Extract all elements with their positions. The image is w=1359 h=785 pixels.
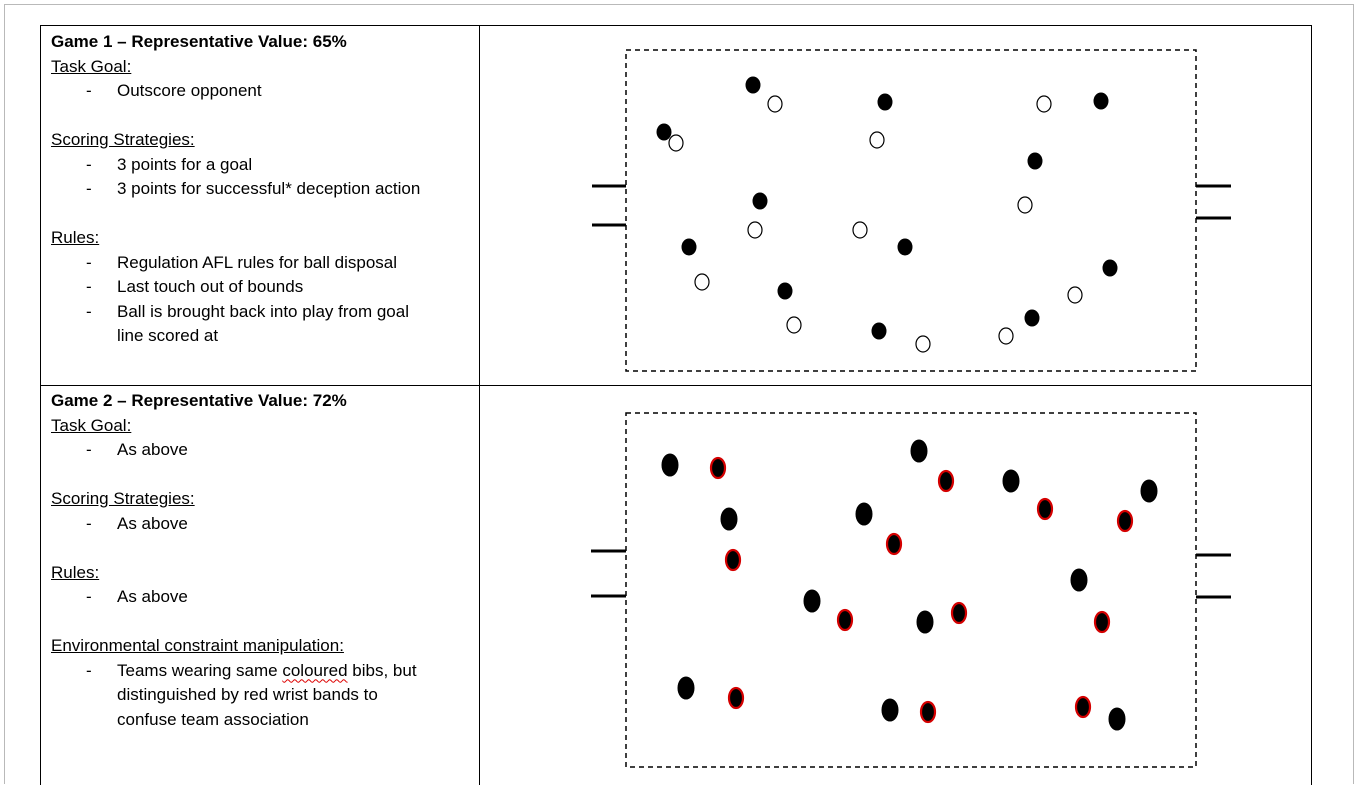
- red-wristband-player-marker: [724, 548, 742, 572]
- game2-description: Game 2 – Representative Value: 72% Task …: [51, 389, 417, 732]
- game2-task-goal-item: - As above: [51, 438, 417, 463]
- game1-pitch: [592, 49, 1231, 372]
- bullet-dash: -: [86, 154, 92, 174]
- game1-title: Game 1 – Representative Value: 65%: [51, 32, 347, 51]
- bullet-dash: -: [86, 179, 92, 198]
- player-marker: [910, 439, 928, 463]
- team-b-player-marker: [747, 221, 763, 239]
- red-wristband-player-marker: [836, 608, 854, 632]
- team-b-player-marker: [915, 335, 931, 353]
- team-a-player-marker: [1093, 92, 1109, 110]
- team-b-player-marker: [767, 95, 783, 113]
- player-marker: [855, 502, 873, 526]
- game2-task-goal-heading: Task Goal:: [51, 415, 132, 435]
- red-wristband-player-marker: [1036, 497, 1054, 521]
- team-b-player-marker: [694, 273, 710, 291]
- spellcheck-underlined-word: coloured: [282, 660, 348, 680]
- team-a-player-marker: [656, 123, 672, 141]
- player-marker: [916, 610, 934, 634]
- game2-scoring-heading: Scoring Strategies:: [51, 489, 195, 508]
- team-a-player-marker: [777, 282, 793, 300]
- team-a-player-marker: [1024, 309, 1040, 327]
- red-wristband-player-marker: [709, 456, 727, 480]
- team-a-player-marker: [1027, 152, 1043, 170]
- team-b-player-marker: [1036, 95, 1052, 113]
- player-marker: [677, 676, 695, 700]
- game1-description: Game 1 – Representative Value: 65% Task …: [51, 30, 420, 349]
- game2-environment-item-continued: confuse team association: [117, 709, 309, 729]
- game2-title: Game 2 – Representative Value: 72%: [51, 391, 347, 410]
- game2-rules-item: - As above: [51, 585, 417, 610]
- red-wristband-player-marker: [1116, 509, 1134, 533]
- bullet-dash: -: [86, 587, 92, 606]
- bullet-dash: -: [86, 81, 92, 100]
- game2-pitch-boundary: [625, 412, 1197, 768]
- player-marker: [1140, 479, 1158, 503]
- game1-scoring-item: -3 points for a goal: [51, 153, 420, 178]
- game2-environment-heading: Environmental constraint manipulation:: [51, 636, 344, 655]
- team-a-player-marker: [752, 192, 768, 210]
- game2-pitch: [591, 412, 1231, 768]
- game1-rules-item: - Last touch out of bounds: [51, 275, 420, 300]
- page-frame: [4, 4, 1354, 784]
- red-wristband-player-marker: [937, 469, 955, 493]
- team-b-player-marker: [852, 221, 868, 239]
- game1-scoring-heading: Scoring Strategies:: [51, 130, 195, 149]
- game1-scoring-item: -3 points for successful* deception acti…: [51, 177, 420, 202]
- player-marker: [1070, 568, 1088, 592]
- bullet-dash: -: [86, 440, 92, 459]
- player-marker: [803, 589, 821, 613]
- game1-task-goal-heading: Task Goal:: [51, 56, 132, 76]
- player-marker: [1108, 707, 1126, 731]
- game1-rules-item: - Regulation AFL rules for ball disposal: [51, 251, 420, 276]
- player-marker: [881, 698, 899, 722]
- player-marker: [720, 507, 738, 531]
- game2-environment-item: - Teams wearing same coloured bibs, but: [51, 659, 417, 684]
- game2-scoring-item: - As above: [51, 512, 417, 537]
- player-marker: [1002, 469, 1020, 493]
- game1-task-goal-item: - Outscore opponent: [51, 79, 420, 104]
- bullet-dash: -: [86, 277, 92, 296]
- red-wristband-player-marker: [1093, 610, 1111, 634]
- bullet-dash: -: [86, 301, 92, 321]
- game1-rules-heading: Rules:: [51, 228, 100, 247]
- team-a-player-marker: [745, 76, 761, 94]
- team-b-player-marker: [786, 316, 802, 334]
- team-b-player-marker: [1067, 286, 1083, 304]
- red-wristband-player-marker: [950, 601, 968, 625]
- bullet-dash: -: [86, 660, 92, 680]
- game2-environment-item-continued: distinguished by red wrist bands to: [117, 685, 378, 704]
- team-b-player-marker: [668, 134, 684, 152]
- game-table: [40, 25, 1312, 785]
- red-wristband-player-marker: [919, 700, 937, 724]
- team-a-player-marker: [897, 238, 913, 256]
- game2-rules-heading: Rules:: [51, 562, 100, 582]
- red-wristband-player-marker: [885, 532, 903, 556]
- team-b-player-marker: [869, 131, 885, 149]
- bullet-dash: -: [86, 252, 92, 272]
- team-a-player-marker: [871, 322, 887, 340]
- team-a-player-marker: [877, 93, 893, 111]
- table-row-divider: [40, 385, 1312, 386]
- team-a-player-marker: [1102, 259, 1118, 277]
- game1-pitch-boundary: [625, 49, 1197, 372]
- team-a-player-marker: [681, 238, 697, 256]
- team-b-player-marker: [1017, 196, 1033, 214]
- red-wristband-player-marker: [1074, 695, 1092, 719]
- red-wristband-player-marker: [727, 686, 745, 710]
- table-column-divider: [479, 25, 480, 785]
- player-marker: [661, 453, 679, 477]
- bullet-dash: -: [86, 513, 92, 533]
- team-b-player-marker: [998, 327, 1014, 345]
- game1-rules-item: - Ball is brought back into play from goa…: [51, 300, 420, 325]
- game1-rules-item-continued: line scored at: [117, 326, 219, 345]
